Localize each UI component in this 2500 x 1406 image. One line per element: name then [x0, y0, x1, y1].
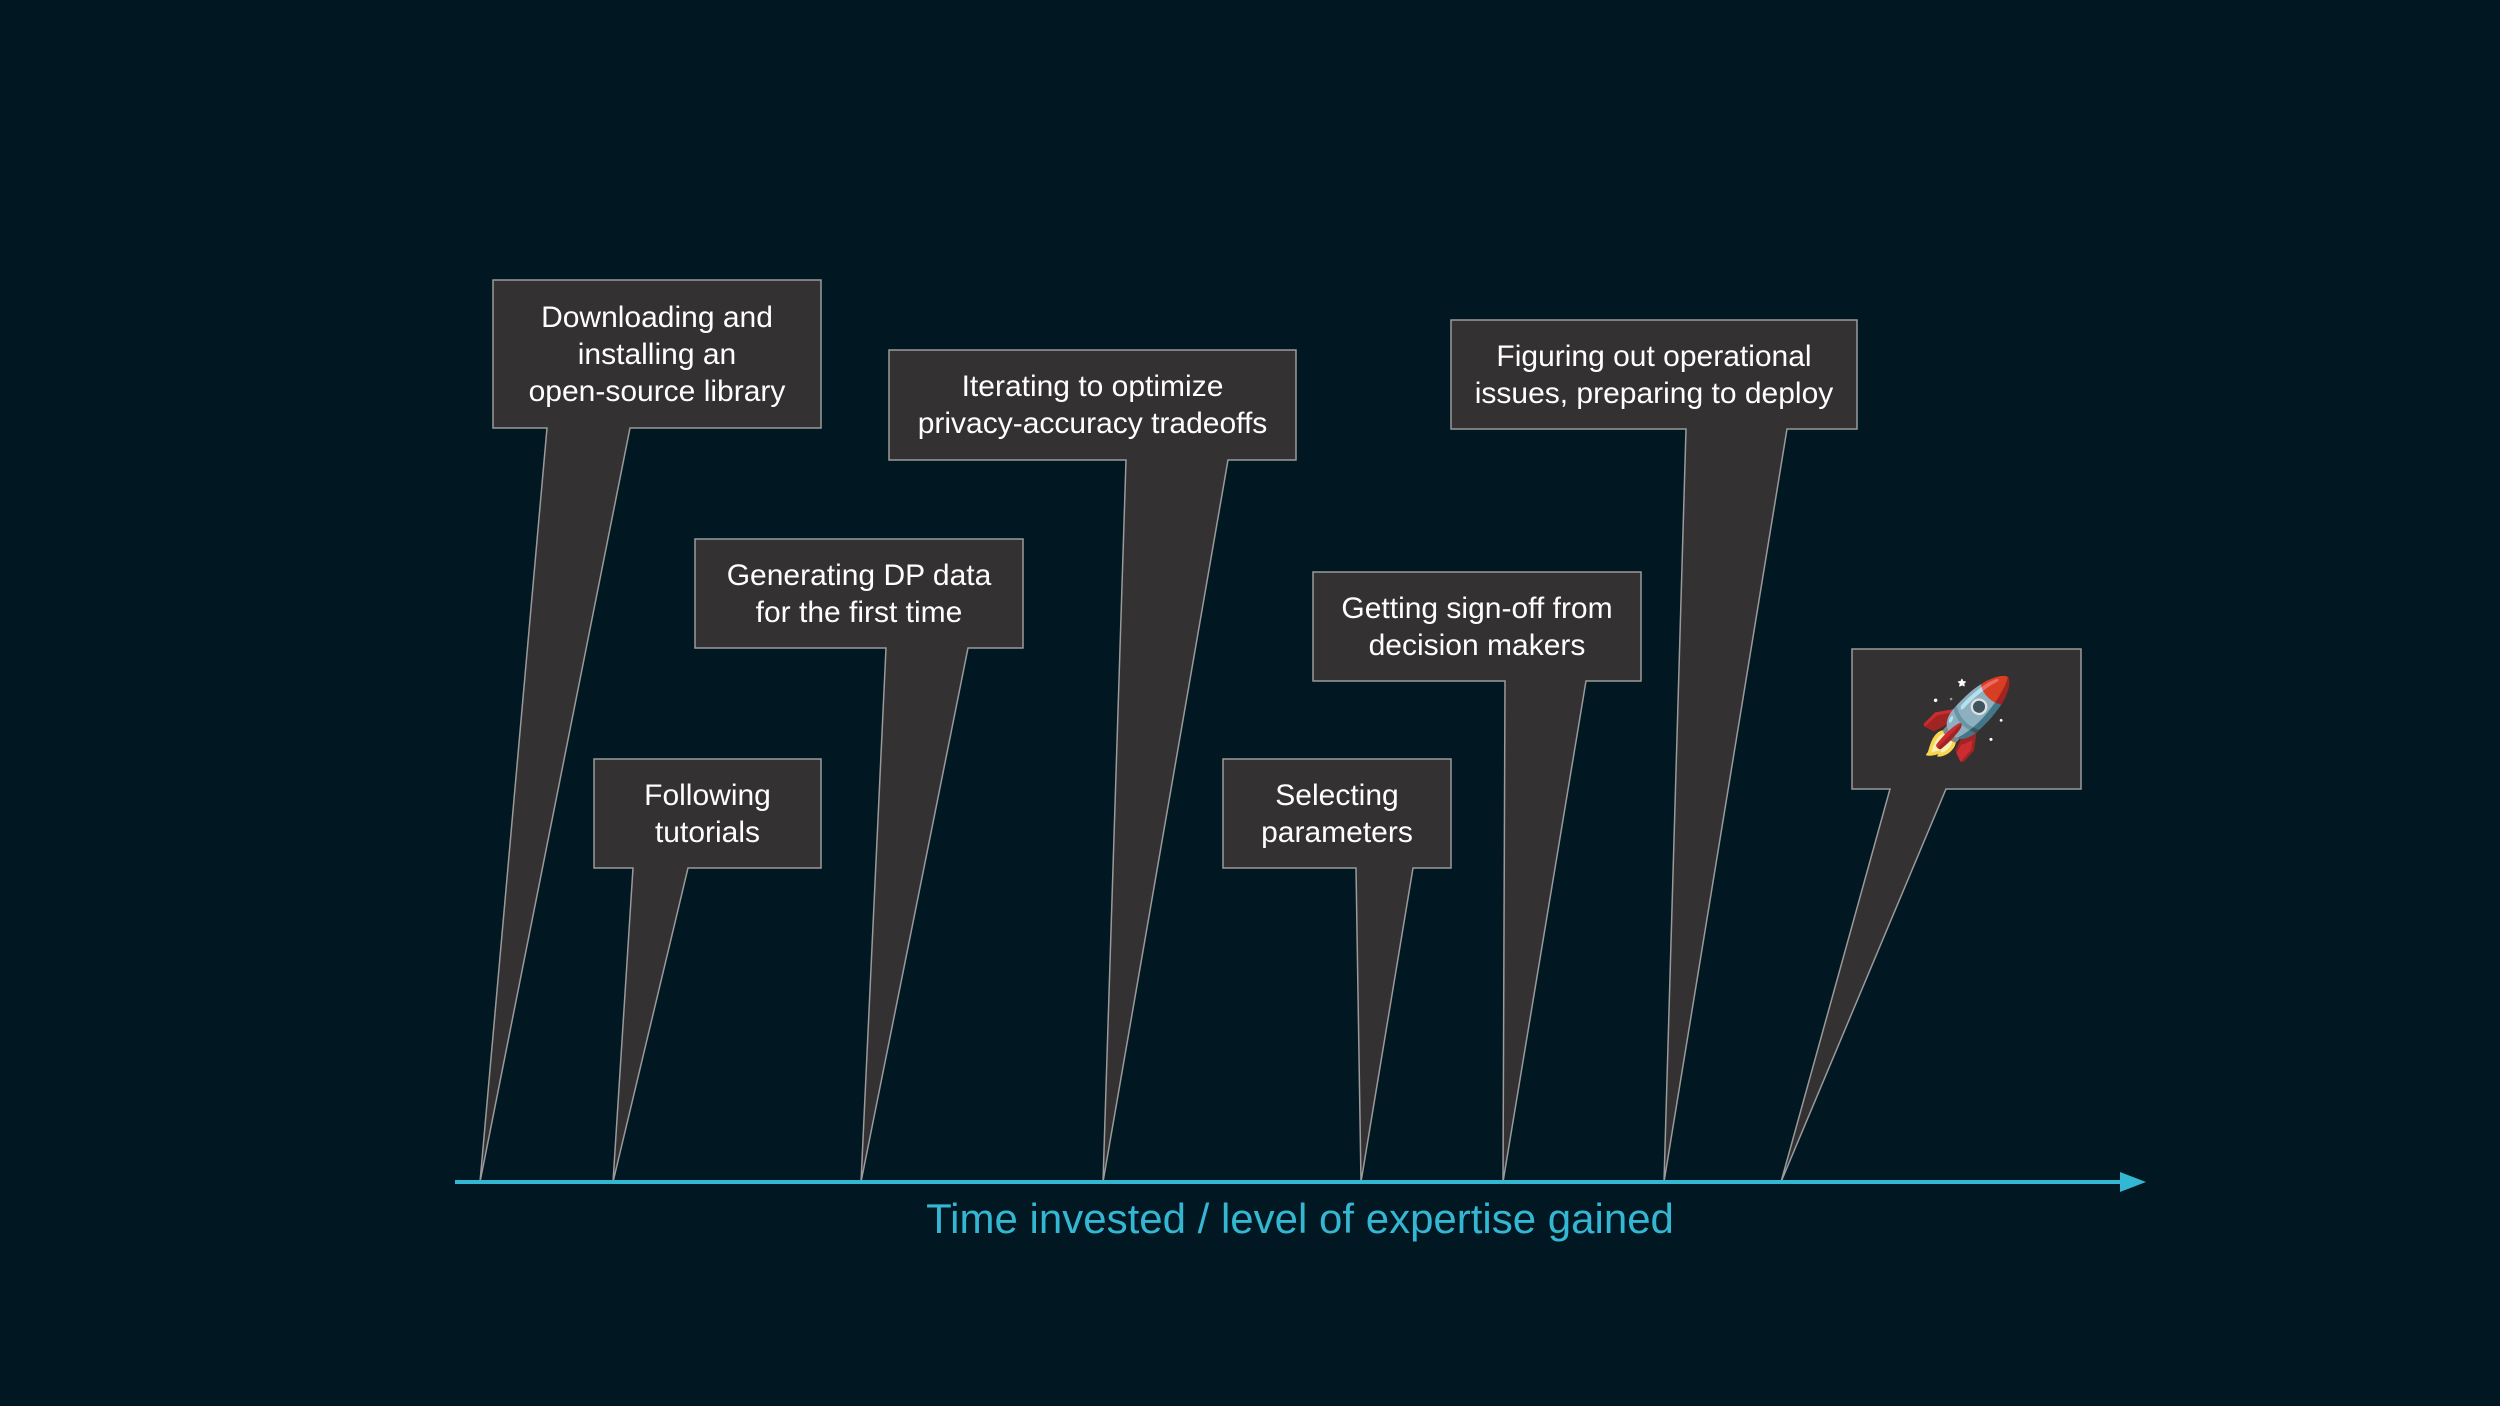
callout-operational-shape	[1450, 319, 1858, 1183]
callout-downloading-label: Downloading and installing an open-sourc…	[528, 300, 786, 408]
timeline-axis-arrowhead	[2120, 1172, 2146, 1192]
callout-downloading-shape	[479, 279, 822, 1183]
callout-iterating-label: Iterating to optimize privacy-accuracy t…	[917, 370, 1268, 440]
callout-selecting-label: Selecting parameters	[1261, 778, 1413, 849]
callout-tutorials-label: Following tutorials	[644, 778, 771, 849]
callout-signoff-label: Getting sign-off from decision makers	[1341, 591, 1613, 662]
callout-generating-shape	[694, 538, 1024, 1183]
callout-generating-label: Generating DP data for the first time	[726, 558, 992, 629]
axis-label: Time invested / level of expertise gaine…	[926, 1195, 1674, 1242]
callout-signoff-shape	[1312, 571, 1642, 1183]
callout-selecting-shape	[1222, 758, 1452, 1183]
rocket-icon: 🚀	[1917, 674, 2016, 764]
callout-iterating-shape	[888, 349, 1297, 1183]
callout-launch-shape	[1780, 648, 2082, 1183]
callout-operational-label: Figuring out operational issues, prepari…	[1474, 339, 1834, 410]
callout-tutorials-shape	[593, 758, 822, 1183]
